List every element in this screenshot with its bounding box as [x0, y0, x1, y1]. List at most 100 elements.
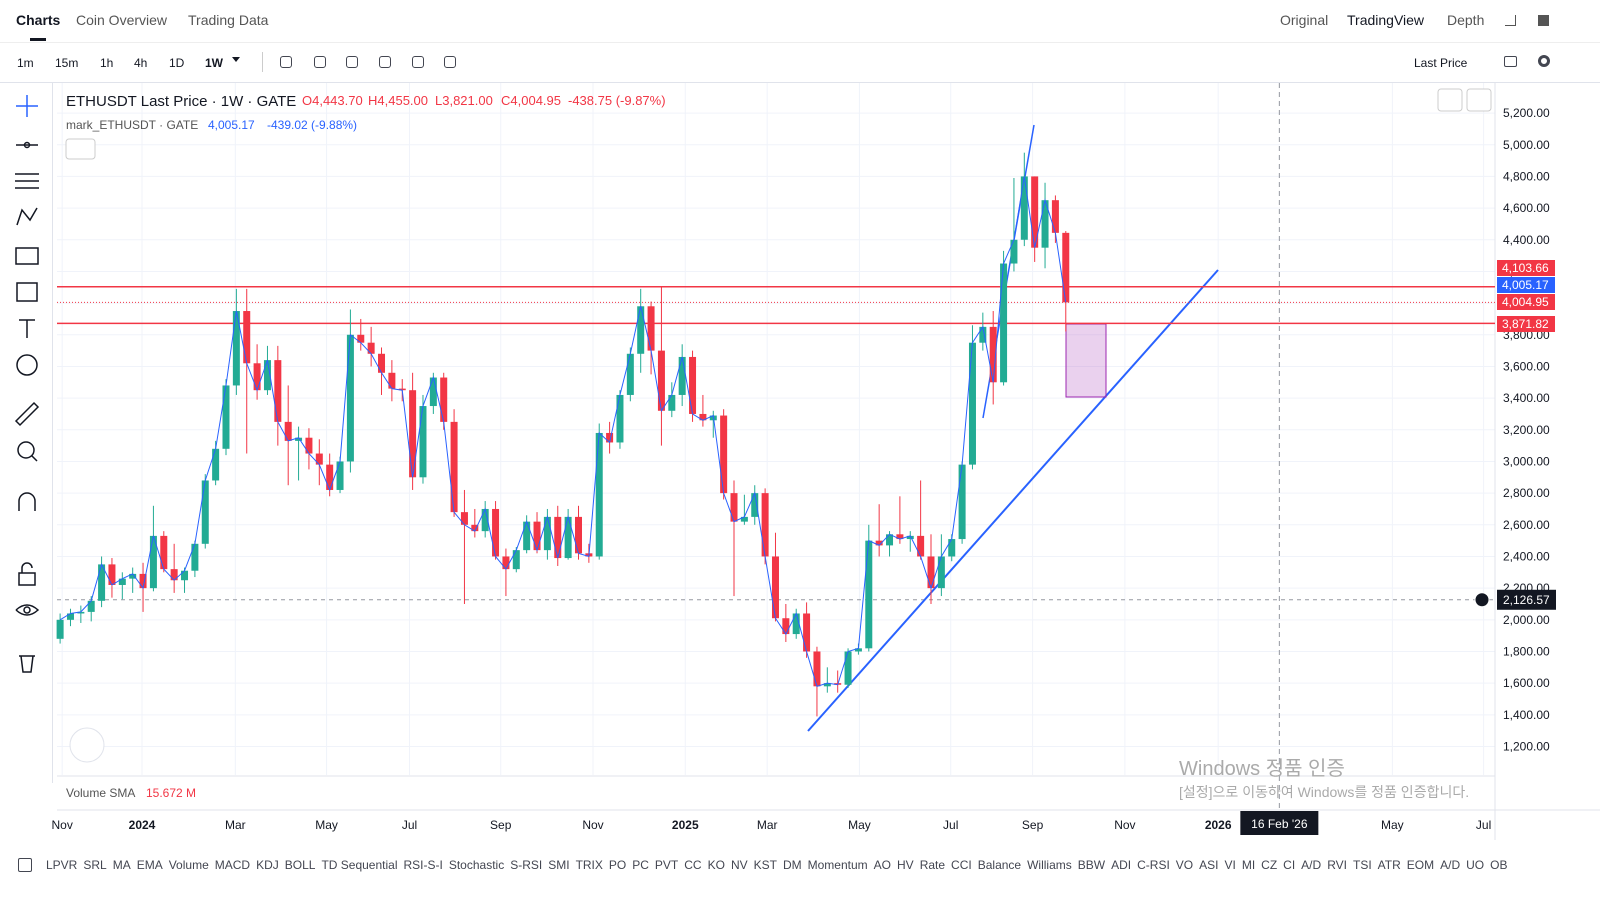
indicator-chip[interactable]: TD Sequential: [321, 858, 398, 872]
indicator-chip[interactable]: MACD: [214, 858, 251, 872]
indicator-chip[interactable]: KO: [707, 858, 725, 872]
indicator-chip[interactable]: CI: [1283, 858, 1296, 872]
tool-zoom[interactable]: [17, 441, 38, 462]
indicator-chip[interactable]: Williams: [1027, 858, 1072, 872]
tool-forecast[interactable]: [15, 247, 39, 265]
indicator-chip[interactable]: VO: [1175, 858, 1194, 872]
tool-cross[interactable]: [16, 95, 38, 117]
timeframe-button[interactable]: 1W: [205, 56, 223, 70]
reset-button: [1466, 88, 1492, 112]
camera-icon[interactable]: [1504, 56, 1517, 67]
indicator-chip[interactable]: PC: [632, 858, 649, 872]
indicator-chip[interactable]: BBW: [1077, 858, 1106, 872]
tool-magnet[interactable]: [18, 492, 36, 511]
toolbar-icon[interactable]: [379, 56, 391, 68]
nav-tab[interactable]: Charts: [16, 12, 61, 28]
indicator-chip[interactable]: BOLL: [284, 858, 316, 872]
candle-body: [118, 578, 126, 585]
dropdown-caret[interactable]: [232, 57, 240, 66]
indicator-chip[interactable]: RSI-S-I: [403, 858, 443, 872]
indicator-chip[interactable]: TRIX: [575, 858, 603, 872]
indicator-chip[interactable]: ASI: [1199, 858, 1219, 872]
indicator-chip[interactable]: AO: [873, 858, 892, 872]
indicator-chip[interactable]: OB: [1490, 858, 1508, 872]
candle-body: [108, 564, 116, 585]
indicator-chip[interactable]: Volume: [168, 858, 209, 872]
nav-tab[interactable]: Depth: [1447, 12, 1485, 28]
toolbar-icon[interactable]: [346, 56, 358, 68]
toolbar-icon[interactable]: [444, 56, 456, 68]
collapse-button[interactable]: [65, 138, 96, 160]
y-tick-label: 5,200.00: [1503, 106, 1550, 120]
y-tick-label: 3,600.00: [1503, 359, 1550, 373]
y-tick-label: 1,200.00: [1503, 739, 1550, 753]
indicator-chip[interactable]: UO: [1466, 858, 1485, 872]
settings-icon[interactable]: [1538, 55, 1550, 67]
indicator-chip[interactable]: KDJ: [256, 858, 279, 872]
timeframe-button[interactable]: 15m: [55, 56, 79, 70]
timeframe-button[interactable]: 1m: [17, 56, 34, 70]
tool-eye[interactable]: [15, 604, 40, 616]
expand-icon[interactable]: [1505, 15, 1516, 26]
tool-line[interactable]: [16, 141, 38, 149]
candle-body: [181, 570, 189, 581]
nav-tab[interactable]: Trading Data: [188, 12, 269, 28]
toolbar-icon[interactable]: [280, 56, 292, 68]
tool-ruler[interactable]: [14, 401, 40, 427]
indicator-chip[interactable]: Rate: [919, 858, 946, 872]
tool-fib[interactable]: [15, 173, 39, 189]
tool-pattern[interactable]: [16, 207, 38, 226]
legend-mark-change: -439.02 (-9.88%): [267, 118, 357, 132]
indicator-chip[interactable]: PVT: [654, 858, 679, 872]
tool-trash[interactable]: [19, 655, 35, 673]
indicator-chip[interactable]: Balance: [977, 858, 1022, 872]
indicator-chip[interactable]: DM: [782, 858, 802, 872]
indicator-chip[interactable]: S-RSI: [510, 858, 543, 872]
price-source[interactable]: Last Price: [1414, 56, 1468, 70]
indicator-chip[interactable]: CCI: [951, 858, 972, 872]
tool-shape[interactable]: [16, 282, 38, 302]
indicator-chip[interactable]: EMA: [136, 858, 163, 872]
indicator-chip[interactable]: CZ: [1261, 858, 1278, 872]
indicator-chip[interactable]: NV: [730, 858, 748, 872]
indicator-chip[interactable]: TSI: [1352, 858, 1372, 872]
indicator-chip[interactable]: SRL: [83, 858, 107, 872]
indicator-chip[interactable]: VI: [1224, 858, 1236, 872]
indicator-chip[interactable]: SMI: [548, 858, 570, 872]
indicator-chip[interactable]: RVI: [1327, 858, 1347, 872]
indicator-chip[interactable]: EOM: [1406, 858, 1435, 872]
timeframe-button[interactable]: 4h: [134, 56, 148, 70]
candle-body: [678, 356, 686, 395]
indicator-chip[interactable]: LPVR: [46, 858, 78, 872]
indicator-chip[interactable]: Stochastic: [448, 858, 505, 872]
crosshair-x-label: 16 Feb '26: [1251, 817, 1308, 831]
timeframe-button[interactable]: 1D: [169, 56, 185, 70]
indicator-chip[interactable]: ATR: [1377, 858, 1401, 872]
x-tick-label: May: [1381, 818, 1404, 832]
tool-emoji[interactable]: [16, 354, 38, 376]
nav-tab[interactable]: Coin Overview: [76, 12, 168, 28]
indicator-icon[interactable]: [18, 858, 32, 872]
indicator-chip[interactable]: C-RSI: [1137, 858, 1170, 872]
indicator-chip[interactable]: MA: [112, 858, 131, 872]
tool-text[interactable]: [19, 319, 35, 338]
indicator-chip[interactable]: A/D: [1301, 858, 1322, 872]
indicator-chip[interactable]: A/D: [1440, 858, 1461, 872]
toolbar-icon[interactable]: [412, 56, 424, 68]
indicator-chip[interactable]: HV: [897, 858, 914, 872]
indicator-chip[interactable]: MI: [1241, 858, 1256, 872]
indicator-chip[interactable]: KST: [753, 858, 777, 872]
candle-body: [606, 432, 614, 443]
layout-icon[interactable]: [1538, 15, 1549, 26]
indicator-chip[interactable]: CC: [684, 858, 702, 872]
nav-tab[interactable]: Original: [1280, 12, 1329, 28]
tool-lock[interactable]: [18, 562, 36, 586]
y-tick-label: 2,000.00: [1503, 613, 1550, 627]
candle-body: [771, 556, 779, 619]
toolbar-icon[interactable]: [314, 56, 326, 68]
timeframe-button[interactable]: 1h: [100, 56, 114, 70]
nav-tab[interactable]: TradingView: [1347, 12, 1425, 28]
indicator-chip[interactable]: PO: [608, 858, 627, 872]
indicator-chip[interactable]: ADI: [1111, 858, 1132, 872]
indicator-chip[interactable]: Momentum: [807, 858, 868, 872]
